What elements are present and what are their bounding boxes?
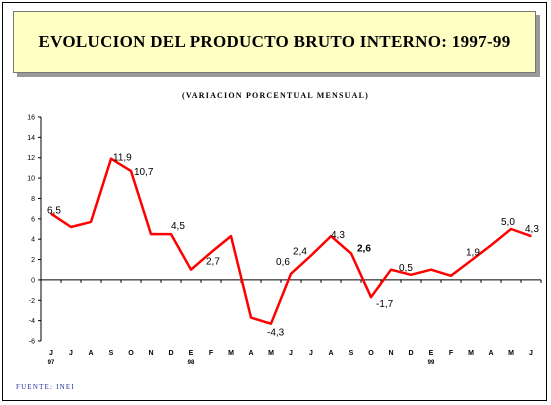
series-line (50, 157, 532, 325)
y-tick-label: 0 (31, 277, 35, 284)
data-point (450, 275, 452, 277)
x-tick-label: J (69, 350, 73, 357)
x-tick-label: D (168, 350, 173, 357)
chart-subtitle: (VARIACION PORCENTUAL MENSUAL) (182, 91, 369, 100)
data-point (370, 296, 372, 299)
x-tick-label: E (429, 350, 434, 357)
year-label: 98 (188, 360, 195, 366)
data-point (90, 221, 92, 223)
x-tick-label: A (328, 350, 333, 357)
data-point (150, 233, 152, 235)
data-label: 5,0 (501, 217, 515, 228)
data-label: 11,9 (113, 153, 132, 164)
y-tick-label: 2 (31, 257, 35, 264)
data-point (310, 254, 312, 257)
data-point (430, 268, 432, 271)
x-tick-label: M (268, 350, 274, 357)
data-point (490, 244, 492, 247)
data-point (50, 212, 52, 215)
data-label: 6,5 (47, 206, 61, 217)
x-tick-label: S (349, 350, 354, 357)
data-point (470, 259, 472, 262)
x-tick-label: F (209, 350, 214, 357)
x-tick-label: N (148, 350, 153, 357)
data-point (170, 233, 172, 235)
data-label: 0,6 (276, 257, 290, 268)
data-point (70, 226, 72, 228)
data-label: 2,7 (206, 256, 220, 267)
x-tick-label: E (189, 350, 194, 357)
y-tick-label: 16 (27, 115, 35, 122)
data-label: 2,4 (293, 246, 307, 257)
data-point (190, 268, 192, 271)
y-tick-label: 12 (27, 155, 35, 162)
y-tick-label: 6 (31, 216, 35, 223)
data-point (350, 252, 352, 255)
data-label: 4,5 (171, 221, 185, 232)
x-tick-label: A (88, 350, 93, 357)
y-tick-label: 4 (31, 237, 35, 244)
data-point (330, 235, 332, 237)
data-point (230, 235, 232, 237)
x-tick-label: N (388, 350, 393, 357)
y-tick-label: 14 (27, 135, 35, 142)
x-tick-label: J (49, 350, 53, 357)
data-point (290, 273, 292, 275)
data-point (110, 157, 112, 160)
y-tick-label: 10 (27, 176, 35, 183)
x-tick-label: O (128, 350, 134, 357)
x-tick-label: M (508, 350, 514, 357)
x-tick-label: M (468, 350, 474, 357)
data-point (510, 228, 512, 230)
x-tick-label: S (109, 350, 114, 357)
data-label: 4,3 (525, 224, 539, 235)
data-point (130, 170, 132, 172)
data-label: 1,9 (466, 248, 480, 259)
data-point (270, 322, 272, 325)
x-tick-label: M (228, 350, 234, 357)
y-tick-label: -6 (29, 339, 35, 346)
x-tick-label: J (529, 350, 533, 357)
chart-title: EVOLUCION DEL PRODUCTO BRUTO INTERNO: 19… (38, 32, 511, 51)
data-point (210, 251, 212, 254)
data-point (390, 268, 392, 271)
y-tick-label: 8 (31, 196, 35, 203)
x-tick-label: O (368, 350, 374, 357)
year-label: 97 (48, 360, 55, 366)
data-point (250, 316, 252, 319)
year-label: 99 (428, 360, 435, 366)
x-tick-label: J (309, 350, 313, 357)
source-note: FUENTE: INEI (16, 383, 75, 391)
data-label: -4,3 (267, 328, 285, 339)
data-label: 10,7 (134, 167, 154, 178)
data-label: -1,7 (376, 299, 394, 310)
data-point (410, 274, 412, 276)
data-point (530, 235, 532, 237)
x-tick-label: A (248, 350, 253, 357)
x-tick-label: J (289, 350, 293, 357)
x-tick-label: D (408, 350, 413, 357)
data-label: 2,6 (357, 243, 371, 254)
x-tick-label: F (449, 350, 454, 357)
y-tick-label: -4 (29, 318, 35, 325)
data-label: 0,5 (399, 263, 413, 274)
title-box: EVOLUCION DEL PRODUCTO BRUTO INTERNO: 19… (13, 11, 536, 73)
x-tick-label: A (488, 350, 493, 357)
y-tick-label: -2 (29, 298, 35, 305)
data-label: 4,3 (331, 230, 345, 241)
